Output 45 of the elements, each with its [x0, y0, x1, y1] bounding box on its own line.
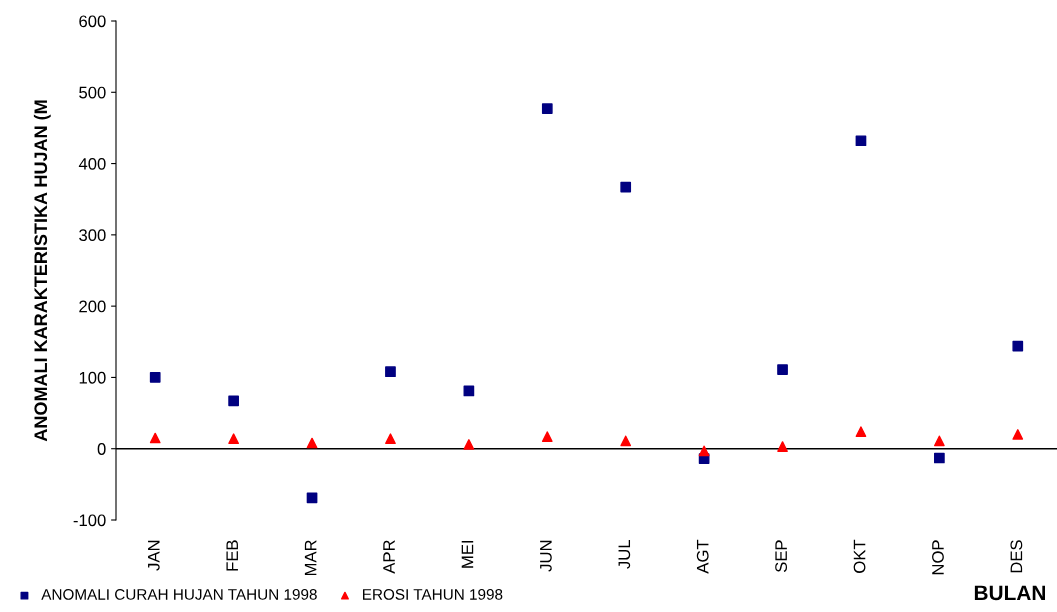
y-axis-title: ANOMALI KARAKTERISTIKA HUJAN (M	[33, 100, 51, 442]
point	[777, 364, 788, 375]
x-tick-label: DES	[1010, 540, 1023, 573]
point	[620, 435, 632, 447]
y-tick-label: 100	[79, 371, 106, 384]
point	[777, 441, 788, 452]
point	[385, 433, 396, 445]
point	[228, 395, 239, 407]
y-tick-label: 200	[79, 300, 106, 313]
y-tick-label: -100	[73, 514, 106, 527]
y-tick-label: 600	[79, 15, 106, 28]
x-tick-label: FEB	[226, 540, 238, 571]
y-tick-label: 500	[79, 86, 106, 99]
x-tick-label: AGT	[696, 539, 709, 574]
x-tick-label: NOP	[932, 540, 944, 575]
y-tick-label: 0	[97, 443, 106, 455]
point	[934, 452, 945, 464]
point	[541, 103, 553, 115]
point	[541, 431, 553, 442]
x-tick-label: JUN	[540, 540, 552, 572]
x-tick-label: JAN	[148, 540, 160, 571]
y-tick-label: 300	[79, 229, 106, 242]
point	[698, 445, 710, 457]
point	[1012, 429, 1024, 440]
point	[385, 366, 396, 378]
x-tick-label: APR	[383, 540, 395, 574]
point	[306, 437, 318, 449]
legend-label: EROSI TAHUN 1998	[363, 588, 503, 600]
x-axis-title: BULAN	[974, 585, 1045, 601]
point	[149, 372, 161, 383]
point	[149, 432, 161, 444]
point	[855, 135, 867, 147]
legend-label: ANOMALI CURAH HUJAN TAHUN 1998	[41, 588, 317, 600]
point	[620, 181, 632, 193]
point	[855, 426, 867, 437]
x-tick-label: OKT	[853, 539, 866, 573]
point	[1012, 340, 1024, 352]
point	[463, 439, 475, 450]
x-tick-label: MAR	[304, 540, 317, 576]
x-tick-label: SEP	[775, 540, 788, 573]
y-tick-label: 400	[78, 157, 106, 170]
point	[934, 435, 945, 447]
point	[228, 433, 239, 445]
x-tick-label: JUL	[618, 540, 631, 569]
x-tick-label: MEI	[461, 540, 474, 568]
